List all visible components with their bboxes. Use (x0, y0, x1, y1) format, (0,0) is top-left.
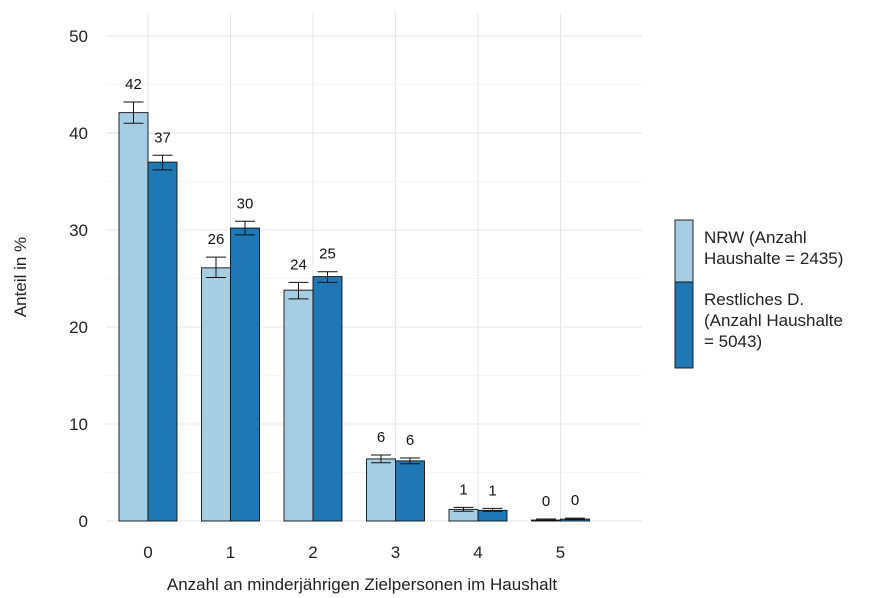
bar (230, 227, 260, 522)
data-label: 1 (488, 482, 496, 499)
y-tick-label: 50 (69, 27, 88, 46)
bar (147, 161, 178, 522)
data-label: 6 (406, 432, 414, 449)
data-label: 25 (319, 246, 336, 263)
data-label: 37 (154, 129, 171, 146)
data-label: 30 (237, 195, 254, 212)
legend-label: NRW (Anzahl Haushalte = 2435) (704, 228, 843, 268)
bar (395, 460, 425, 522)
legend-key (674, 281, 694, 369)
error-bar (123, 101, 144, 124)
x-tick-label: 4 (473, 543, 482, 562)
y-tick-label: 20 (69, 318, 88, 337)
error-bar (536, 518, 556, 522)
error-bars (123, 101, 585, 522)
bar (477, 509, 508, 522)
data-label: 6 (377, 429, 385, 446)
legend-key (674, 219, 694, 283)
y-axis-ticks: 0 10 20 30 40 50 (69, 27, 88, 531)
bars (118, 112, 590, 522)
x-tick-label: 5 (556, 543, 565, 562)
x-tick-label: 0 (143, 543, 152, 562)
bar (201, 267, 231, 522)
grid (106, 13, 642, 522)
error-bar (235, 220, 255, 236)
data-label: 42 (125, 76, 142, 93)
x-axis-title: Anzahl an minderjährigen Zielpersonen im… (167, 575, 558, 594)
x-tick-label: 1 (226, 543, 235, 562)
data-label: 0 (542, 493, 550, 510)
data-label: 24 (290, 256, 307, 273)
bar (366, 458, 396, 522)
error-bar (317, 271, 338, 283)
data-label: 1 (459, 481, 467, 498)
x-axis-ticks: 0 1 2 3 4 5 (143, 543, 565, 562)
x-tick-label: 3 (391, 543, 400, 562)
y-axis-title: Anteil in % (11, 237, 30, 317)
y-tick-label: 0 (79, 512, 88, 531)
data-labels: 42 26 24 6 1 0 37 30 25 6 1 0 (125, 76, 579, 510)
bar (118, 112, 149, 522)
error-bar (400, 457, 420, 465)
y-tick-label: 40 (69, 124, 88, 143)
legend-label: Restliches D. (Anzahl Haushalte = 5043) (704, 290, 843, 351)
bar (312, 276, 343, 522)
error-bar (152, 154, 173, 171)
error-bar (482, 507, 503, 512)
error-bar (288, 281, 309, 300)
error-bar (453, 506, 474, 512)
bar (283, 289, 314, 522)
y-tick-label: 10 (69, 415, 88, 434)
legend: NRW (Anzahl Haushalte = 2435) Restliches D… (674, 219, 843, 369)
error-bar (565, 517, 585, 521)
x-tick-label: 2 (308, 543, 317, 562)
y-tick-label: 30 (69, 221, 88, 240)
data-label: 0 (571, 492, 579, 509)
error-bar (371, 454, 391, 464)
data-label: 26 (208, 231, 225, 248)
error-bar (206, 256, 226, 279)
